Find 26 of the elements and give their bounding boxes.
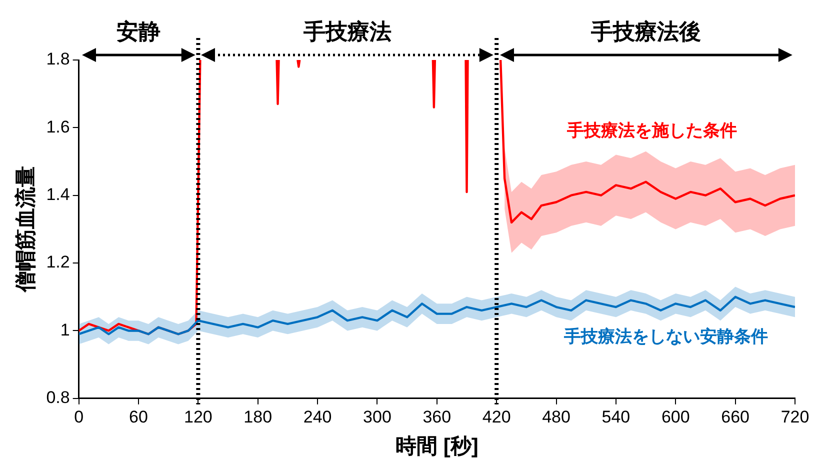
x-tick-label: 60 [129,407,148,426]
y-tick-label: 1.4 [46,185,70,204]
y-tick-label: 1.6 [46,117,70,136]
x-tick-label: 360 [422,407,452,426]
text: 安静 [116,19,161,44]
text: 手技療法を施した条件 [566,120,737,140]
text: 手技療法後 [590,19,701,44]
y-axis-title: 僧帽筋血流量 [13,166,38,294]
x-tick-label: 120 [184,407,212,426]
x-axis-title: 時間 [秒] [396,435,478,458]
series-label: 手技療法をしない安静条件 [563,327,768,346]
x-tick-label: 600 [661,407,690,426]
y-tick-label: 1.8 [46,50,70,69]
x-tick-label: 660 [721,407,750,426]
x-tick-label: 720 [780,407,810,426]
y-tick-label: 0.8 [46,388,70,408]
x-tick-label: 240 [303,407,332,426]
x-tick-label: 0 [74,407,84,426]
x-tick-label: 480 [542,407,570,426]
x-tick-label: 180 [244,407,272,426]
x-tick-label: 540 [602,407,630,426]
x-tick-label: 300 [363,407,392,426]
text: 手技療法 [302,19,392,44]
y-tick-label: 1.2 [46,252,70,272]
y-tick-label: 1 [60,320,70,340]
x-tick-label: 420 [482,407,511,426]
